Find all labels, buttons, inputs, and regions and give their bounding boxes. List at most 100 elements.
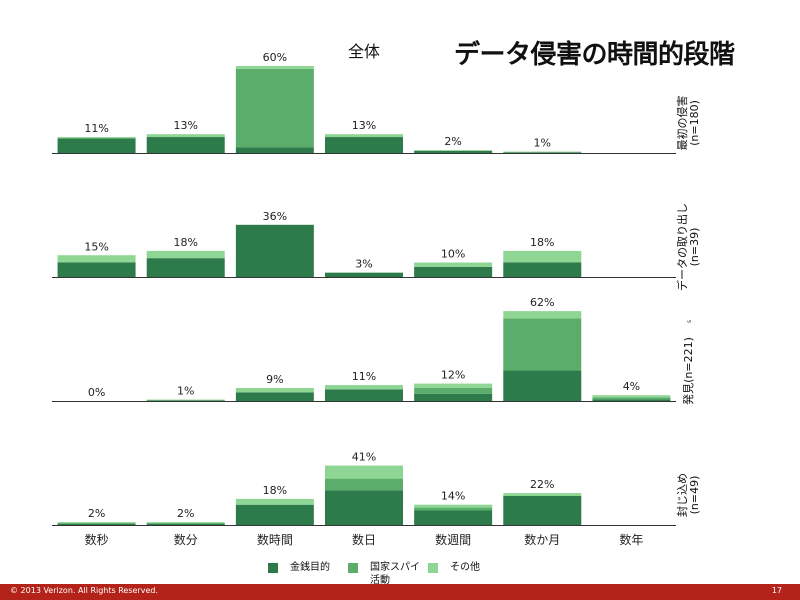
panel-label-exfiltration: データの取り出し (n=39) — [675, 203, 701, 291]
bar-initial-compromise-2-series-1 — [236, 69, 314, 147]
bar-initial-compromise-1-series-2 — [147, 134, 225, 137]
data-label-discovery-4: 12% — [441, 369, 465, 382]
category-label-5: 数か月 — [524, 532, 560, 547]
panel-label-line-containment-0: 封じ込め — [675, 473, 689, 517]
bar-initial-compromise-3-series-0 — [325, 137, 403, 153]
legend-label-other: その他 — [450, 561, 480, 574]
bar-exfiltration-2-series-0 — [236, 225, 314, 277]
bar-containment-0-series-2 — [58, 522, 136, 523]
panel-label-line-discovery-0: 発見(n=221) — [681, 337, 695, 405]
panel-label-line-exfiltration-0: データの取り出し — [675, 203, 689, 291]
bar-discovery-2-series-2 — [236, 388, 314, 392]
data-label-containment-3: 41% — [352, 451, 376, 464]
bar-exfiltration-0-series-2 — [58, 255, 136, 262]
bar-containment-3-series-1 — [325, 479, 403, 491]
data-label-discovery-3: 11% — [352, 370, 376, 383]
bar-discovery-4-series-1 — [414, 388, 492, 394]
bar-exfiltration-1-series-0 — [147, 258, 225, 277]
bar-discovery-3-series-0 — [325, 389, 403, 401]
copyright-text: © 2013 Verizon. All Rights Reserved. — [10, 586, 158, 595]
category-label-0: 数秒 — [85, 532, 109, 547]
legend-swatch-other — [428, 563, 438, 573]
data-label-initial-compromise-4: 2% — [444, 135, 461, 148]
bar-containment-5-series-2 — [503, 493, 581, 496]
bar-initial-compromise-5-series-0 — [503, 152, 581, 153]
bar-discovery-1-series-0 — [147, 400, 225, 401]
bar-containment-4-series-2 — [414, 505, 492, 508]
bar-containment-0-series-0 — [58, 524, 136, 525]
bar-discovery-4-series-0 — [414, 394, 492, 401]
data-label-containment-2: 18% — [263, 484, 287, 497]
bar-initial-compromise-4-series-2 — [414, 150, 492, 151]
bar-initial-compromise-5-series-2 — [503, 152, 581, 153]
category-label-6: 数年 — [619, 532, 643, 547]
data-label-discovery-1: 1% — [177, 385, 194, 398]
panel-label-containment: 封じ込め (n=49) — [675, 473, 701, 517]
data-label-discovery-0: 0% — [88, 386, 105, 399]
data-label-initial-compromise-5: 1% — [534, 137, 551, 150]
bar-discovery-5-series-0 — [503, 371, 581, 401]
panel-label-line-containment-1: (n=49) — [688, 476, 701, 515]
panel-label-discovery: 発見(n=221) — [681, 337, 695, 405]
footer-bar: © 2013 Verizon. All Rights Reserved. 17 — [0, 584, 800, 600]
bar-containment-2-series-2 — [236, 499, 314, 505]
bar-discovery-3-series-2 — [325, 385, 403, 389]
data-label-initial-compromise-1: 13% — [173, 119, 197, 132]
bar-containment-4-series-0 — [414, 511, 492, 526]
legend-swatch-espionage — [348, 563, 358, 573]
footnote-mark: s — [686, 320, 693, 323]
bar-containment-1-series-0 — [147, 524, 225, 525]
panel-label-line-exfiltration-1: (n=39) — [688, 228, 701, 267]
category-label-4: 数週間 — [435, 532, 471, 547]
bar-discovery-1-series-2 — [147, 400, 225, 401]
bar-initial-compromise-2-series-2 — [236, 66, 314, 69]
bar-containment-3-series-2 — [325, 466, 403, 479]
bar-discovery-5-series-1 — [503, 318, 581, 370]
bar-containment-3-series-0 — [325, 490, 403, 525]
bar-containment-2-series-0 — [236, 505, 314, 525]
data-label-containment-0: 2% — [88, 507, 105, 520]
panel-label-initial-compromise: 最初の侵害 (n=180) — [675, 96, 701, 151]
category-label-2: 数時間 — [257, 532, 293, 547]
data-label-discovery-6: 4% — [623, 380, 640, 393]
data-label-exfiltration-0: 15% — [84, 240, 108, 253]
stacked-bar-chart: 11% 13% 60% 13% 2% 1% 最初の侵害 (n=180) 15% 18% 36% 3% 1… — [0, 0, 800, 600]
bar-discovery-2-series-0 — [236, 392, 314, 401]
data-label-initial-compromise-2: 60% — [263, 51, 287, 64]
category-label-3: 数日 — [352, 532, 376, 547]
data-label-exfiltration-4: 10% — [441, 248, 465, 261]
bar-exfiltration-4-series-2 — [414, 263, 492, 267]
bar-discovery-6-series-2 — [592, 395, 670, 397]
bar-initial-compromise-4-series-0 — [414, 151, 492, 153]
data-label-exfiltration-3: 3% — [355, 258, 372, 271]
bar-discovery-6-series-1 — [592, 397, 670, 399]
bar-discovery-5-series-2 — [503, 311, 581, 318]
bar-initial-compromise-0-series-2 — [58, 137, 136, 138]
data-label-exfiltration-5: 18% — [530, 236, 554, 249]
panel-label-line-initial-compromise-0: 最初の侵害 — [675, 96, 689, 151]
bar-containment-4-series-1 — [414, 508, 492, 511]
category-label-1: 数分 — [174, 532, 198, 547]
bar-initial-compromise-2-series-0 — [236, 147, 314, 153]
bar-exfiltration-5-series-0 — [503, 263, 581, 278]
data-label-discovery-2: 9% — [266, 373, 283, 386]
panel-label-line-initial-compromise-1: (n=180) — [688, 100, 701, 146]
data-label-initial-compromise-3: 13% — [352, 119, 376, 132]
bar-discovery-6-series-0 — [592, 400, 670, 401]
bar-exfiltration-3-series-0 — [325, 273, 403, 277]
data-label-initial-compromise-0: 11% — [84, 122, 108, 135]
bar-initial-compromise-0-series-0 — [58, 139, 136, 154]
data-label-containment-1: 2% — [177, 507, 194, 520]
legend-swatch-financial — [268, 563, 278, 573]
bar-containment-1-series-2 — [147, 522, 225, 523]
data-label-exfiltration-2: 36% — [263, 210, 287, 223]
bar-exfiltration-5-series-2 — [503, 251, 581, 263]
data-label-containment-5: 22% — [530, 478, 554, 491]
bar-discovery-4-series-2 — [414, 384, 492, 388]
page-number: 17 — [772, 586, 782, 595]
bar-exfiltration-4-series-0 — [414, 267, 492, 277]
data-label-containment-4: 14% — [441, 490, 465, 503]
legend-label-financial: 金銭目的 — [290, 561, 330, 574]
data-label-discovery-5: 62% — [530, 296, 554, 309]
bar-initial-compromise-3-series-2 — [325, 134, 403, 137]
